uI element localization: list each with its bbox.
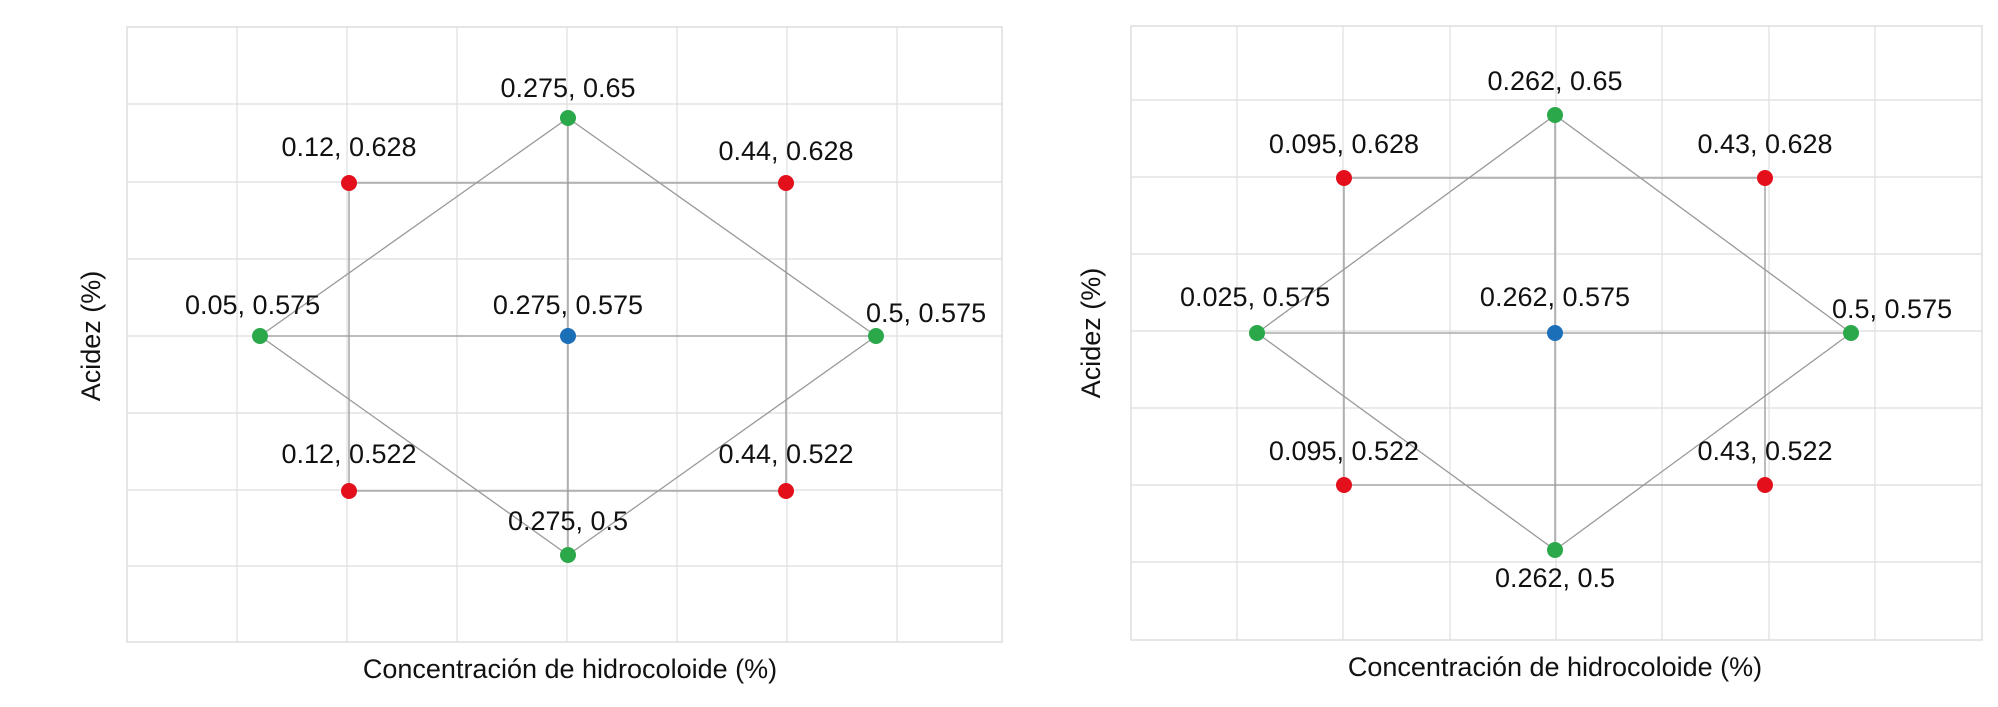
data-point-left bbox=[252, 328, 268, 344]
point-label-bl: 0.095, 0.522 bbox=[1269, 436, 1419, 466]
point-label-bottom: 0.262, 0.5 bbox=[1495, 563, 1615, 593]
left-chart-panel: 0.275, 0.65 0.12, 0.628 0.44, 0.628 0.05, 0… bbox=[76, 26, 1003, 684]
y-axis-label: Acidez (%) bbox=[1076, 268, 1106, 399]
design-edge-top-left bbox=[1256, 114, 1556, 334]
data-point-bl bbox=[341, 483, 357, 499]
data-point-top bbox=[560, 110, 576, 126]
data-point-tr bbox=[1757, 170, 1773, 186]
data-point-center bbox=[1547, 325, 1563, 341]
point-label-tl: 0.12, 0.628 bbox=[281, 132, 416, 162]
data-point-tl bbox=[341, 175, 357, 191]
data-point-left bbox=[1249, 325, 1265, 341]
point-label-bottom: 0.275, 0.5 bbox=[508, 506, 628, 536]
data-point-bl bbox=[1336, 477, 1352, 493]
design-edge-right-top bbox=[567, 117, 877, 337]
design-edge-left-bottom bbox=[259, 335, 569, 556]
data-point-br bbox=[778, 483, 794, 499]
data-point-right bbox=[1843, 325, 1859, 341]
point-label-left: 0.025, 0.575 bbox=[1180, 282, 1330, 312]
data-point-right bbox=[868, 328, 884, 344]
y-axis-label: Acidez (%) bbox=[76, 271, 106, 402]
data-point-bottom bbox=[560, 547, 576, 563]
x-axis-label: Concentración de hidrocoloide (%) bbox=[1348, 652, 1762, 682]
design-edge-top-left bbox=[259, 117, 569, 337]
data-point-bottom bbox=[1547, 542, 1563, 558]
design-edge-left-bottom bbox=[1256, 332, 1556, 551]
point-label-bl: 0.12, 0.522 bbox=[281, 439, 416, 469]
data-point-top bbox=[1547, 107, 1563, 123]
point-label-tr: 0.43, 0.628 bbox=[1697, 129, 1832, 159]
point-label-top: 0.275, 0.65 bbox=[500, 73, 635, 103]
data-point-tr bbox=[778, 175, 794, 191]
data-point-tl bbox=[1336, 170, 1352, 186]
point-label-tl: 0.095, 0.628 bbox=[1269, 129, 1419, 159]
point-label-top: 0.262, 0.65 bbox=[1487, 66, 1622, 96]
point-label-br: 0.44, 0.522 bbox=[718, 439, 853, 469]
design-edge-right-top bbox=[1554, 114, 1852, 334]
data-point-br bbox=[1757, 477, 1773, 493]
design-edge-bottom-right bbox=[1554, 332, 1852, 551]
plot-frame bbox=[126, 26, 1003, 643]
point-label-left: 0.05, 0.575 bbox=[185, 290, 320, 320]
data-point-center bbox=[560, 328, 576, 344]
point-label-right: 0.5, 0.575 bbox=[1832, 294, 1952, 324]
point-label-right: 0.5, 0.575 bbox=[866, 298, 986, 328]
right-chart-panel: 0.262, 0.65 0.095, 0.628 0.43, 0.628 0.025,… bbox=[1076, 25, 1983, 682]
point-label-tr: 0.44, 0.628 bbox=[718, 136, 853, 166]
point-label-br: 0.43, 0.522 bbox=[1697, 436, 1832, 466]
x-axis-label: Concentración de hidrocoloide (%) bbox=[363, 654, 777, 684]
point-label-center: 0.262, 0.575 bbox=[1480, 282, 1630, 312]
design-edge-bottom-right bbox=[567, 335, 877, 556]
point-label-center: 0.275, 0.575 bbox=[493, 290, 643, 320]
